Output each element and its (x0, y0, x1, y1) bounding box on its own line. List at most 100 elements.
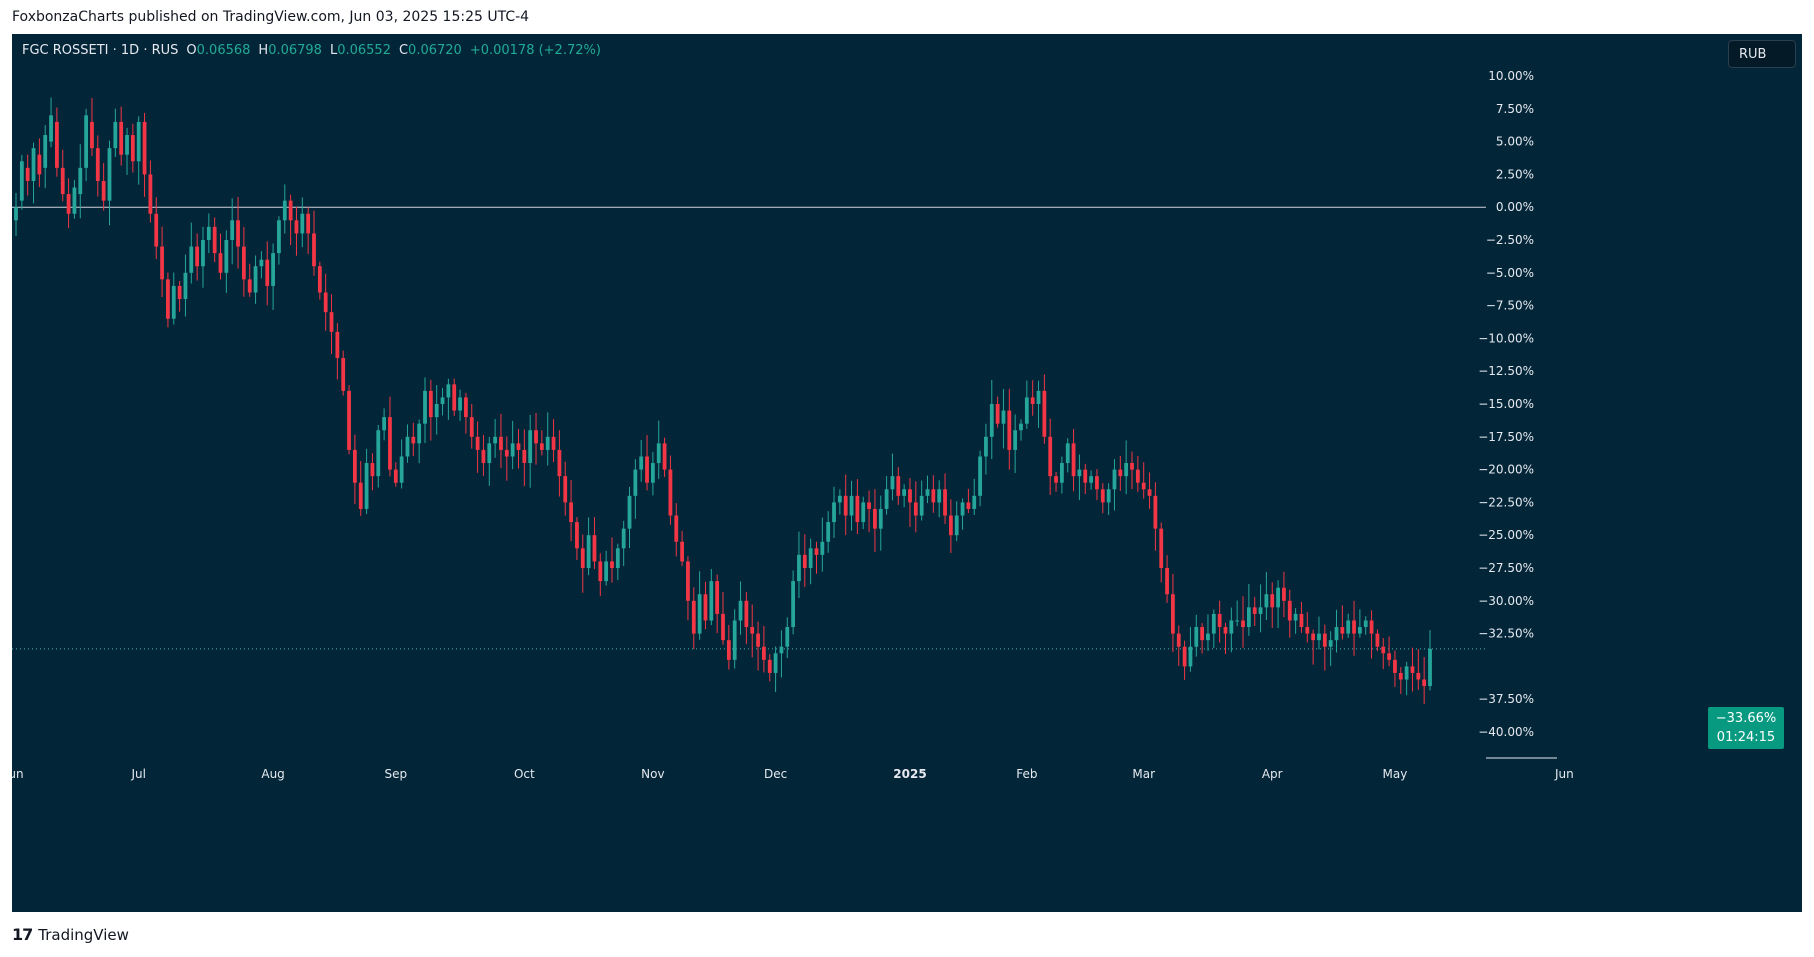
candle-body (1001, 410, 1006, 424)
candle-body (937, 489, 942, 503)
candle (1270, 582, 1275, 628)
candle (1246, 583, 1251, 636)
y-tick-label: −27.50% (1478, 561, 1534, 575)
symbol-label[interactable]: FGC ROSSETI · 1D · RUS (22, 43, 179, 58)
candle (522, 429, 527, 487)
candle (1381, 638, 1386, 670)
candle (797, 531, 801, 599)
candle-body (66, 194, 71, 214)
candle-body (598, 561, 603, 582)
last-price-percent: −33.66% (1715, 711, 1777, 726)
candle (639, 439, 644, 482)
candle (31, 142, 36, 204)
candle (1211, 609, 1216, 648)
candle (873, 489, 877, 552)
candle-body (972, 495, 977, 509)
candle (580, 534, 585, 593)
candle-body (773, 653, 778, 673)
candle-body (539, 443, 544, 450)
candle-body (329, 312, 334, 332)
candle-body (884, 489, 889, 509)
candle (1100, 482, 1105, 514)
candle-body (499, 436, 503, 450)
candle-body (55, 121, 59, 168)
candle (1282, 571, 1286, 618)
y-tick-label: 10.00% (1488, 69, 1534, 83)
candle (1019, 419, 1023, 441)
candle (434, 385, 439, 435)
candle (446, 378, 451, 420)
x-tick-label: Jul (130, 767, 145, 781)
candle-body (1410, 666, 1415, 673)
candle-body (1024, 397, 1029, 424)
candle (703, 581, 708, 630)
candle (1130, 451, 1134, 490)
candle-body (1287, 600, 1292, 621)
candle-body (1223, 627, 1228, 634)
candle (1013, 414, 1018, 474)
candle-body (125, 135, 129, 155)
candle-body (107, 148, 112, 201)
candle-body (1276, 587, 1280, 608)
candle (107, 140, 112, 226)
candle (55, 107, 59, 177)
candle (148, 160, 153, 223)
candle-body (1124, 463, 1129, 477)
candle-body (750, 627, 755, 634)
candle-body (37, 154, 42, 175)
candle (773, 646, 778, 693)
candle (855, 479, 860, 535)
candle (516, 428, 521, 469)
candle (1223, 622, 1228, 655)
y-tick-label: −30.00% (1478, 594, 1534, 608)
candle (475, 421, 480, 473)
candle (849, 480, 854, 531)
candle-body (130, 135, 135, 162)
candle (1363, 616, 1368, 635)
candle-body (72, 187, 77, 214)
chart-panel[interactable]: 10.00% 7.50% 5.00% 2.50% 0.00% −2.50% −5.00% −7… (12, 34, 1802, 912)
candlestick-chart[interactable]: 10.00% 7.50% 5.00% 2.50% 0.00% −2.50% −5.00% −7… (12, 34, 1802, 912)
candle (253, 255, 258, 304)
candle (1346, 613, 1351, 638)
high-label: H (258, 43, 269, 58)
candle-body (1200, 627, 1205, 641)
candle (1071, 428, 1076, 492)
candle (1001, 388, 1006, 449)
candle (1089, 470, 1094, 490)
y-tick-label: −15.00% (1478, 397, 1534, 411)
candle-body (919, 495, 924, 516)
candle-body (814, 548, 819, 555)
candle (312, 210, 316, 276)
candle-body (890, 476, 895, 490)
candle-body (19, 161, 24, 201)
candle (656, 420, 661, 479)
candle (499, 413, 503, 469)
candle (1322, 624, 1327, 671)
candle (592, 517, 597, 569)
candle-body (1194, 627, 1199, 647)
candle-body (925, 489, 930, 496)
candle (1334, 609, 1339, 653)
candle-body (1007, 410, 1012, 450)
candle-body (201, 240, 205, 267)
candle-body (867, 502, 871, 509)
y-tick-label: −7.50% (1486, 299, 1534, 313)
candle-body (171, 285, 176, 319)
x-tick-label: Sep (384, 767, 407, 781)
candle-body (604, 561, 609, 582)
currency-button[interactable]: RUB (1728, 40, 1796, 68)
candle-body (1241, 620, 1245, 628)
candle-body (481, 449, 486, 464)
candle (66, 178, 71, 228)
candle (1258, 584, 1263, 633)
candle (206, 213, 211, 254)
tradingview-branding[interactable]: 17 TradingView (12, 925, 129, 944)
candle-body (1369, 620, 1374, 634)
candle-body (1322, 633, 1327, 647)
candle (288, 194, 293, 246)
candle-body (662, 443, 667, 470)
candle (925, 475, 930, 504)
candle-body (1095, 476, 1099, 490)
candle-body (873, 508, 877, 529)
